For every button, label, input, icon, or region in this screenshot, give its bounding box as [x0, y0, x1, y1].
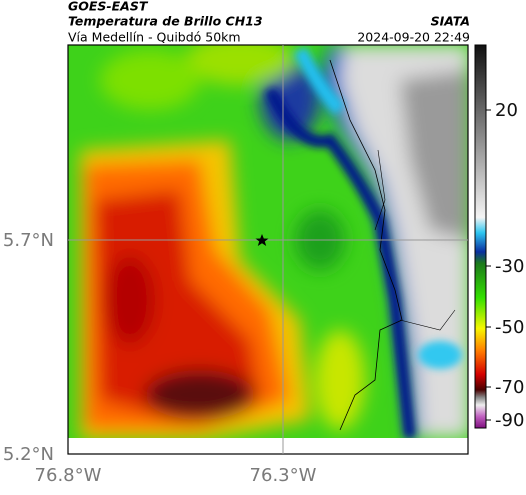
- lon-label: 76.8°W: [35, 465, 102, 486]
- colorbar: [474, 44, 487, 429]
- colorbar-ticks: 20 -30 -50 -70 -90: [486, 100, 524, 431]
- lat-label: 5.2°N: [3, 444, 54, 465]
- colorbar-tick-label: 20: [495, 100, 518, 121]
- lat-label: 5.7°N: [3, 230, 54, 251]
- satellite-name: GOES-EAST: [68, 0, 149, 14]
- product-title: Temperatura de Brillo CH13: [68, 14, 263, 29]
- map-frame: [67, 44, 469, 455]
- colorbar-tick-label: -50: [495, 317, 524, 338]
- location-marker: [255, 234, 269, 246]
- route-label: Vía Medellín - Quibdó 50km: [68, 30, 241, 45]
- timestamp: 2024-09-20 22:49: [357, 30, 470, 45]
- colorbar-tick-label: -90: [495, 410, 524, 431]
- colorbar-tick-label: -30: [495, 256, 524, 277]
- colorbar-tick-label: -70: [495, 377, 524, 398]
- source-label: SIATA: [431, 14, 470, 29]
- brightness-temperature-field: [68, 45, 468, 438]
- lon-label: 76.3°W: [250, 465, 317, 486]
